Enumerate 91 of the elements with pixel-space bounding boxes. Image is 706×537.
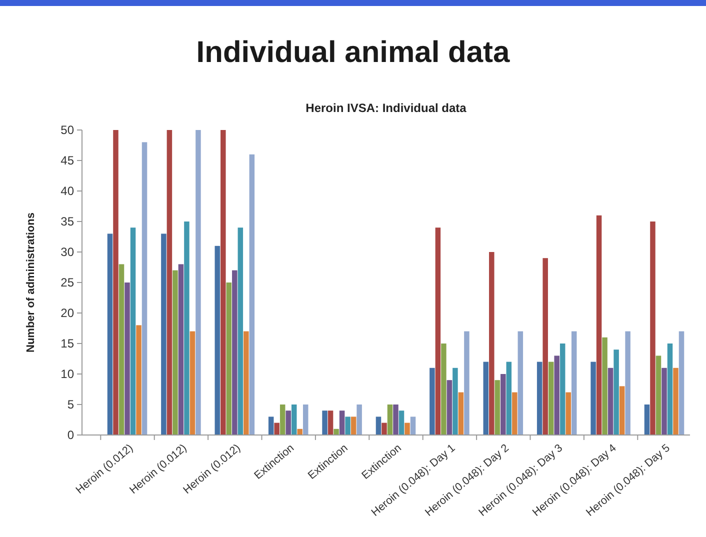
bar xyxy=(667,344,673,435)
bar xyxy=(124,282,130,435)
bar xyxy=(571,331,577,435)
bar xyxy=(118,264,124,435)
bar xyxy=(244,331,249,435)
bar xyxy=(161,234,166,435)
bar xyxy=(500,374,506,435)
bar xyxy=(345,416,350,435)
bar xyxy=(548,362,554,435)
bar xyxy=(518,331,524,435)
bar xyxy=(494,380,500,435)
bar xyxy=(130,228,136,435)
bar xyxy=(297,428,302,435)
bar xyxy=(356,404,362,435)
bar xyxy=(506,362,512,435)
bar xyxy=(291,404,297,435)
bar xyxy=(339,410,345,435)
bar xyxy=(268,416,274,435)
bar xyxy=(662,368,667,435)
bar xyxy=(184,222,190,435)
y-tick-label: 35 xyxy=(60,214,74,229)
bar xyxy=(602,337,608,435)
bar xyxy=(302,404,308,435)
bar xyxy=(107,234,113,435)
y-tick-label: 0 xyxy=(67,428,74,442)
bar xyxy=(430,368,435,435)
bar xyxy=(274,422,280,435)
bar xyxy=(625,331,630,435)
bar xyxy=(328,410,334,435)
y-tick-label: 15 xyxy=(60,336,74,351)
bar xyxy=(249,154,255,435)
bar xyxy=(226,282,232,435)
bar xyxy=(382,422,387,435)
chart-title: Heroin IVSA: Individual data xyxy=(306,101,467,115)
bar xyxy=(172,270,178,435)
bar xyxy=(196,130,201,435)
bar xyxy=(542,258,548,435)
bar xyxy=(678,331,684,435)
y-tick-label: 45 xyxy=(60,154,74,168)
bar xyxy=(656,356,662,435)
bar xyxy=(458,392,464,435)
y-tick-label: 25 xyxy=(60,276,74,290)
bar xyxy=(410,416,416,435)
bar xyxy=(232,270,238,435)
bar xyxy=(619,386,625,435)
bar xyxy=(452,368,458,435)
bar xyxy=(286,410,291,435)
bar xyxy=(387,404,393,435)
bar xyxy=(566,392,571,435)
y-tick-label: 5 xyxy=(67,398,74,412)
y-tick-label: 30 xyxy=(60,245,74,260)
bar xyxy=(650,222,656,435)
y-tick-label: 10 xyxy=(60,367,74,382)
bar xyxy=(435,228,441,435)
bar xyxy=(142,142,148,435)
text: Individual animal data xyxy=(196,36,510,69)
bar xyxy=(446,380,452,435)
bar xyxy=(190,331,196,435)
bar xyxy=(590,362,596,435)
bar xyxy=(483,362,489,435)
bar xyxy=(489,252,494,435)
bar xyxy=(596,215,602,435)
bar xyxy=(673,368,678,435)
bar xyxy=(166,130,172,435)
bar xyxy=(350,416,356,435)
bar xyxy=(554,356,560,435)
bar xyxy=(178,264,184,435)
y-tick-label: 50 xyxy=(60,123,74,138)
bar xyxy=(536,362,542,435)
bar xyxy=(398,410,404,435)
bar xyxy=(136,325,142,435)
bar xyxy=(238,228,244,435)
bar xyxy=(322,410,328,435)
bar xyxy=(376,416,382,435)
bar xyxy=(113,130,118,435)
bar xyxy=(214,246,220,435)
bar xyxy=(404,422,410,435)
bar xyxy=(220,130,226,435)
bar xyxy=(464,331,470,435)
bar xyxy=(512,392,518,435)
y-tick-label: 40 xyxy=(60,184,74,198)
bar xyxy=(644,404,650,435)
y-axis-title: Number of administrations xyxy=(25,212,37,352)
y-tick-label: 20 xyxy=(60,306,74,320)
bar xyxy=(393,404,398,435)
bar xyxy=(280,404,286,435)
bar xyxy=(441,344,446,435)
bar xyxy=(608,368,614,435)
bar xyxy=(614,350,619,435)
bar xyxy=(334,428,339,435)
bar xyxy=(560,344,566,435)
